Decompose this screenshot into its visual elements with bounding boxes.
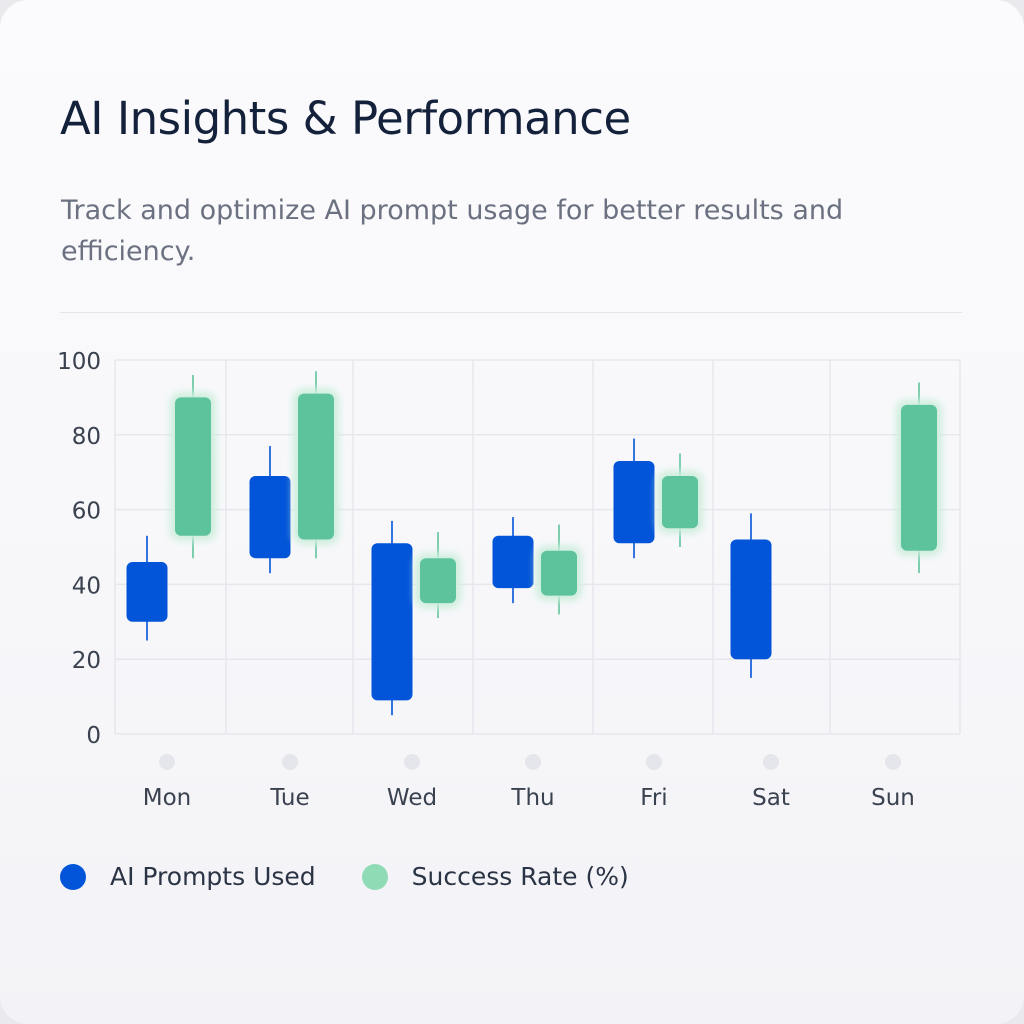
day-marker [646,754,662,770]
x-tick-label: Sat [752,785,790,811]
candle-body-prompts [730,539,772,660]
legend-label-prompts: AI Prompts Used [110,862,316,891]
y-tick-label: 40 [72,573,101,599]
x-tick-label: Mon [143,785,192,811]
y-tick-label: 20 [72,648,101,674]
candle-body-success [420,558,456,604]
legend-label-success: Success Rate (%) [411,862,629,891]
legend-item-prompts[interactable]: AI Prompts Used [60,862,316,891]
y-tick-label: 0 [86,723,101,749]
y-tick-label: 60 [72,499,101,525]
x-tick-label: Wed [387,785,437,811]
x-tick-label: Thu [510,785,554,811]
y-tick-label: 100 [57,349,101,375]
legend-item-success[interactable]: Success Rate (%) [361,862,629,891]
page-title: AI Insights & Performance [60,92,631,145]
x-tick-label: Sun [871,785,915,811]
day-marker [763,754,779,770]
x-tick-label: Tue [269,785,309,811]
candle-body-success [175,397,211,536]
candle-body-success [662,475,698,529]
chart-legend: AI Prompts Used Success Rate (%) [60,862,675,891]
candle-body-success [298,393,334,540]
candle-body-prompts [249,475,291,559]
page-subtitle: Track and optimize AI prompt usage for b… [61,195,844,267]
candle-body-success [541,550,577,596]
day-marker [525,754,541,770]
day-marker [885,754,901,770]
day-marker [159,754,175,770]
x-tick-label: Fri [640,785,667,811]
candle-body-prompts [492,535,534,589]
day-marker [404,754,420,770]
legend-swatch-prompts [60,863,86,890]
candle-body-success [901,404,937,551]
candle-body-prompts [371,543,413,701]
legend-swatch-success [361,863,388,890]
candle-body-prompts [613,460,655,544]
candle-body-prompts [126,561,168,622]
day-marker [282,754,298,770]
y-tick-label: 80 [72,424,101,450]
divider [60,312,962,313]
